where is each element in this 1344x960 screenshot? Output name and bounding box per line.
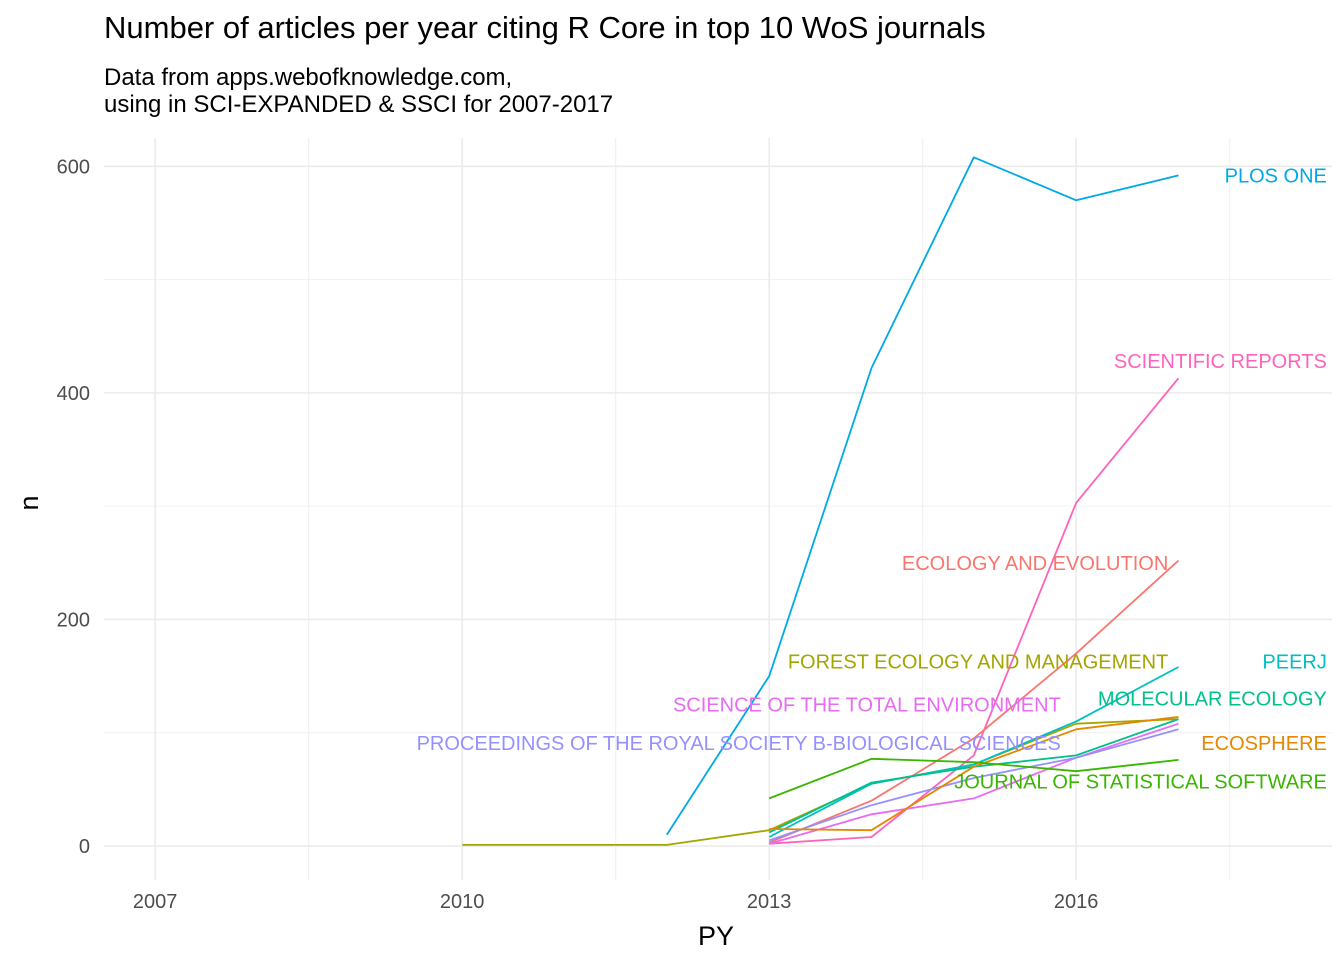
series-labels: PLOS ONE SCIENTIFIC REPORTS ECOLOGY AND EV… (417, 165, 1327, 793)
y-tick-label: 400 (57, 383, 90, 405)
x-tick-label: 2016 (1054, 891, 1099, 913)
series-line (768, 757, 1179, 800)
chart-title: Number of articles per year citing R Cor… (104, 10, 986, 45)
series-label: SCIENCE OF THE TOTAL ENVIRONMENT (673, 694, 1061, 716)
chart-subtitle: Data from apps.webofknowledge.com, using… (104, 64, 613, 118)
series-label: PEERJ (1262, 651, 1326, 673)
series-label: JOURNAL OF STATISTICAL SOFTWARE (954, 771, 1327, 793)
x-tick-label: 2007 (133, 891, 178, 913)
y-tick-label: 600 (57, 156, 90, 178)
major-gridlines (104, 138, 1332, 880)
series-line (768, 728, 1179, 842)
x-tick-label: 2013 (747, 891, 792, 913)
series-line (768, 722, 1179, 845)
series-line (769, 716, 1179, 832)
y-tick-label: 0 (79, 836, 90, 858)
x-tick-label: 2010 (440, 891, 485, 913)
y-axis-label: n (14, 495, 44, 510)
series-lines (462, 156, 1180, 846)
series-label: PLOS ONE (1225, 165, 1327, 187)
subtitle-line-1: Data from apps.webofknowledge.com, (104, 64, 513, 91)
series-label: ECOLOGY AND EVOLUTION (902, 553, 1168, 575)
y-axis-tick-labels: 0 200 400 600 (57, 156, 90, 858)
series-line (769, 377, 1180, 845)
series-line (768, 666, 1179, 838)
series-line (666, 156, 1179, 836)
y-tick-label: 200 (57, 609, 90, 631)
subtitle-line-2: using in SCI-EXPANDED & SSCI for 2007-20… (104, 91, 614, 118)
series-label: MOLECULAR ECOLOGY (1098, 689, 1327, 711)
series-label: PROCEEDINGS OF THE ROYAL SOCIETY B-BIOLO… (417, 733, 1061, 755)
series-label: FOREST ECOLOGY AND MANAGEMENT (788, 651, 1168, 673)
series-label: SCIENTIFIC REPORTS (1114, 351, 1327, 373)
minor-gridlines (104, 138, 1332, 880)
series-line (768, 559, 1180, 844)
series-label: ECOSPHERE (1201, 733, 1327, 755)
x-axis-tick-labels: 2007 2010 2013 2016 (133, 891, 1098, 913)
x-axis-label: PY (698, 921, 734, 951)
